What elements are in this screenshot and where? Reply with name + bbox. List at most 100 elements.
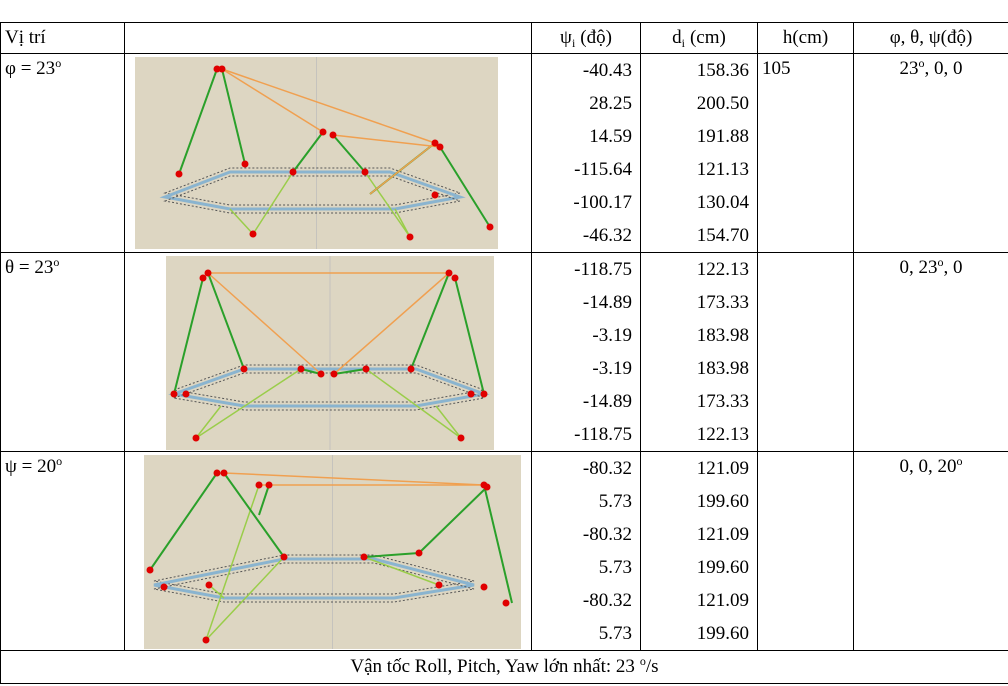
joint [290, 169, 297, 176]
position-cell: φ = 23o [1, 54, 125, 253]
joint [363, 366, 370, 373]
joint [503, 600, 510, 607]
d-value: 173.33 [645, 286, 749, 319]
d-value: 200.50 [645, 87, 749, 120]
angles-text: , 0, 0 [925, 58, 963, 79]
joint [458, 435, 465, 442]
psi-value: -80.32 [536, 452, 632, 485]
joint [266, 482, 273, 489]
results-table: Vị trí ψi(độ) di(cm) h(cm) φ, θ, ψ(độ) φ… [0, 22, 1008, 684]
joint [416, 550, 423, 557]
d-value: 158.36 [645, 54, 749, 87]
position-label: θ = 23 [5, 257, 53, 278]
header-cell: h(cm) [758, 23, 854, 54]
joint [362, 169, 369, 176]
header-row: Vị trí ψi(độ) di(cm) h(cm) φ, θ, ψ(độ) [1, 23, 1008, 54]
platform-diagram [144, 455, 521, 649]
header-text: d [672, 27, 682, 48]
joint [481, 584, 488, 591]
position-sup: o [55, 56, 61, 70]
table-body: φ = 23o -40.4328.2514.59-115.64-100.17-46… [1, 54, 1008, 651]
angles-sup: o [957, 454, 963, 468]
position-sup: o [53, 255, 59, 269]
header-sub: i [572, 36, 575, 50]
joint [361, 554, 368, 561]
psi-cell: -80.325.73-80.325.73-80.325.73 [532, 452, 641, 651]
h-cell [758, 452, 854, 651]
platform-diagram [135, 57, 498, 249]
joint [437, 144, 444, 151]
joint [241, 366, 248, 373]
joint [298, 366, 305, 373]
angles-cell: 0, 23o, 0 [854, 253, 1008, 452]
joint [330, 132, 337, 139]
joint [487, 224, 494, 231]
d-value: 191.88 [645, 120, 749, 153]
joint [176, 171, 183, 178]
page: Vị trí ψi(độ) di(cm) h(cm) φ, θ, ψ(độ) φ… [0, 0, 1008, 686]
angles-cell: 0, 0, 20o [854, 452, 1008, 651]
h-cell: 105 [758, 54, 854, 253]
d-value: 154.70 [645, 219, 749, 252]
joint [147, 567, 154, 574]
joint [318, 371, 325, 378]
joint [200, 275, 207, 282]
d-value: 122.13 [645, 253, 749, 286]
header-text: h(cm) [783, 27, 828, 48]
image-cell [125, 253, 532, 452]
position-cell: ψ = 20o [1, 452, 125, 651]
data-row: θ = 23o-118.75-14.89-3.19-3.19-14.89-118… [1, 253, 1008, 452]
joint [250, 231, 257, 238]
d-value: 121.13 [645, 153, 749, 186]
header-cell: di (cm) [641, 23, 758, 54]
angles-text: 0, 23 [900, 257, 938, 278]
header-text: φ, θ, ψ(độ) [890, 27, 973, 48]
psi-value: 5.73 [536, 617, 632, 650]
joint [256, 482, 263, 489]
psi-value: -115.64 [536, 153, 632, 186]
joint [205, 270, 212, 277]
psi-cell: -40.4328.2514.59-115.64-100.17-46.32 [532, 54, 641, 253]
header-unit: (cm) [690, 27, 726, 48]
angles-text: 0, 0, 20 [900, 456, 957, 477]
h-cell [758, 253, 854, 452]
joint [183, 391, 190, 398]
header-cell: ψi(độ) [532, 23, 641, 54]
psi-value: -100.17 [536, 186, 632, 219]
psi-value: 14.59 [536, 120, 632, 153]
d-value: 130.04 [645, 186, 749, 219]
footer-text: Vận tốc Roll, Pitch, Yaw lớn nhất: 23 [350, 656, 635, 677]
header-text: ψ [560, 27, 572, 48]
footer-row: Vận tốc Roll, Pitch, Yaw lớn nhất: 23o/s [1, 651, 1008, 684]
d-value: 121.09 [645, 584, 749, 617]
d-value: 199.60 [645, 485, 749, 518]
psi-value: -80.32 [536, 518, 632, 551]
angles-cell: 23o, 0, 0 [854, 54, 1008, 253]
d-value: 183.98 [645, 319, 749, 352]
psi-value: -40.43 [536, 54, 632, 87]
joint [432, 192, 439, 199]
d-value: 121.09 [645, 452, 749, 485]
joint [481, 391, 488, 398]
joint [281, 554, 288, 561]
joint [407, 234, 414, 241]
position-sup: o [56, 454, 62, 468]
d-value: 199.60 [645, 551, 749, 584]
d-value: 121.09 [645, 518, 749, 551]
psi-value: -14.89 [536, 286, 632, 319]
header-sub: i [682, 36, 685, 50]
position-label: ψ = 20 [5, 456, 56, 477]
header-cell: Vị trí [1, 23, 125, 54]
d-value: 173.33 [645, 385, 749, 418]
header-cell [125, 23, 532, 54]
d-value: 183.98 [645, 352, 749, 385]
angles-text: 23 [900, 58, 919, 79]
joint [452, 275, 459, 282]
header-cell: φ, θ, ψ(độ) [854, 23, 1008, 54]
psi-value: -80.32 [536, 584, 632, 617]
header-text: Vị trí [5, 27, 46, 48]
